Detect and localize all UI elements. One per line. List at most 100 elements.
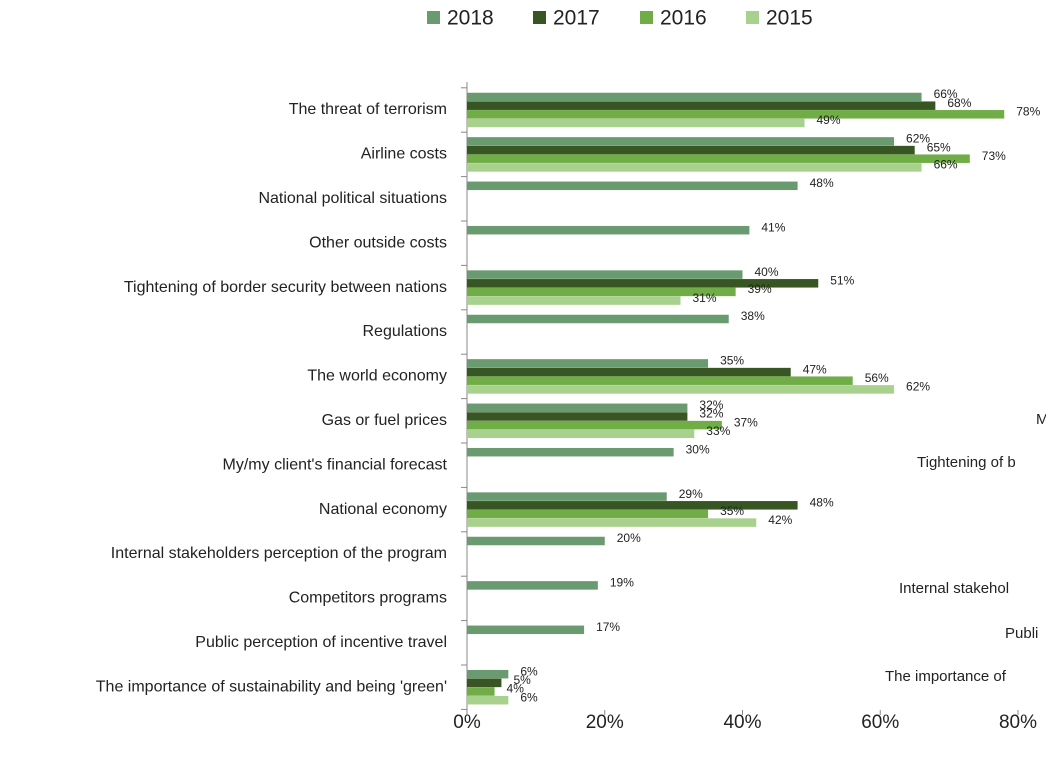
bar bbox=[467, 687, 495, 696]
data-label: 73% bbox=[982, 149, 1006, 163]
data-label: 39% bbox=[748, 282, 772, 296]
data-label: 5% bbox=[513, 673, 531, 687]
data-label: 66% bbox=[934, 87, 958, 101]
bar bbox=[467, 695, 509, 705]
bar bbox=[467, 447, 674, 457]
data-label: 38% bbox=[741, 309, 765, 323]
bar bbox=[467, 412, 688, 421]
bar bbox=[467, 145, 915, 155]
data-label: 33% bbox=[706, 424, 730, 438]
data-label: 62% bbox=[906, 380, 930, 394]
bar bbox=[467, 669, 509, 679]
category-label: Internal stakeholders perception of the … bbox=[111, 545, 447, 562]
data-label: 35% bbox=[720, 354, 744, 368]
bar bbox=[467, 225, 750, 235]
data-label: 40% bbox=[755, 265, 779, 279]
data-label: 37% bbox=[734, 415, 758, 429]
category-label: The threat of terrorism bbox=[289, 101, 447, 118]
data-label: 51% bbox=[830, 273, 854, 287]
bar bbox=[467, 581, 598, 590]
legend-swatch bbox=[640, 11, 653, 24]
category-label: National political situations bbox=[258, 190, 447, 207]
data-label: 30% bbox=[686, 442, 710, 456]
annotation: Tightening of b bbox=[917, 454, 1016, 471]
data-label: 29% bbox=[679, 487, 703, 501]
annotation: Internal stakehol bbox=[899, 580, 1009, 597]
category-label: Competitors programs bbox=[289, 590, 447, 607]
data-label: 49% bbox=[816, 113, 840, 127]
bar bbox=[467, 509, 709, 519]
data-label: 31% bbox=[693, 291, 717, 305]
data-label: 48% bbox=[810, 176, 834, 190]
bar bbox=[467, 359, 709, 368]
legend-swatch bbox=[427, 11, 440, 24]
category-label: Other outside costs bbox=[309, 234, 447, 251]
data-label: 6% bbox=[520, 664, 538, 678]
bar bbox=[467, 492, 667, 501]
data-label: 56% bbox=[865, 371, 889, 385]
data-label: 41% bbox=[761, 220, 785, 234]
bar bbox=[467, 137, 895, 146]
legend-label: 2016 bbox=[660, 7, 707, 30]
bar bbox=[467, 429, 695, 439]
category-label: The world economy bbox=[307, 368, 447, 385]
legend-swatch bbox=[533, 11, 546, 24]
legend-label: 2017 bbox=[553, 7, 600, 30]
bar bbox=[467, 163, 922, 172]
bar bbox=[467, 92, 922, 102]
data-label: 4% bbox=[507, 682, 525, 696]
data-label: 32% bbox=[699, 398, 723, 412]
bar bbox=[467, 678, 502, 688]
bar bbox=[467, 154, 970, 163]
category-label: Public perception of incentive travel bbox=[195, 634, 447, 651]
annotation: Publi bbox=[1005, 625, 1038, 642]
bar bbox=[467, 403, 688, 413]
data-label: 66% bbox=[934, 158, 958, 172]
x-tick-label: 0% bbox=[453, 712, 481, 733]
category-label: Gas or fuel prices bbox=[322, 412, 447, 429]
bar bbox=[467, 376, 853, 385]
bar bbox=[467, 296, 681, 305]
data-label: 32% bbox=[699, 407, 723, 421]
x-tick-label: 60% bbox=[861, 712, 899, 733]
bar bbox=[467, 385, 895, 394]
bar bbox=[467, 101, 936, 110]
x-tick-label: 20% bbox=[586, 712, 624, 733]
category-label: Regulations bbox=[363, 323, 448, 340]
category-label: My/my client's financial forecast bbox=[223, 456, 448, 473]
annotation: M bbox=[1036, 411, 1046, 428]
data-label: 68% bbox=[947, 96, 971, 110]
bar bbox=[467, 181, 798, 191]
category-label: Airline costs bbox=[361, 146, 447, 163]
data-label: 20% bbox=[617, 531, 641, 545]
bar bbox=[467, 279, 819, 288]
data-label: 42% bbox=[768, 513, 792, 527]
legend-swatch bbox=[746, 11, 759, 24]
data-label: 35% bbox=[720, 504, 744, 518]
data-label: 17% bbox=[596, 620, 620, 634]
category-label: Tightening of border security between na… bbox=[124, 279, 447, 296]
bar bbox=[467, 367, 791, 377]
bar bbox=[467, 110, 1005, 119]
annotation: The importance of bbox=[885, 668, 1007, 685]
data-label: 48% bbox=[810, 495, 834, 509]
bar bbox=[467, 270, 743, 279]
bar bbox=[467, 536, 605, 546]
category-label: National economy bbox=[319, 501, 447, 518]
bar bbox=[467, 518, 757, 527]
x-tick-label: 40% bbox=[723, 712, 761, 733]
bar bbox=[467, 287, 736, 297]
bar bbox=[467, 314, 729, 324]
legend-label: 2018 bbox=[447, 7, 494, 30]
data-label: 62% bbox=[906, 132, 930, 146]
data-label: 47% bbox=[803, 362, 827, 376]
bar bbox=[467, 625, 585, 635]
data-label: 6% bbox=[520, 690, 538, 704]
bar bbox=[467, 118, 805, 128]
category-label: The importance of sustainability and bei… bbox=[96, 678, 447, 695]
data-label: 78% bbox=[1016, 104, 1040, 118]
bar bbox=[467, 501, 798, 510]
legend-label: 2015 bbox=[766, 7, 813, 30]
data-label: 65% bbox=[927, 140, 951, 154]
